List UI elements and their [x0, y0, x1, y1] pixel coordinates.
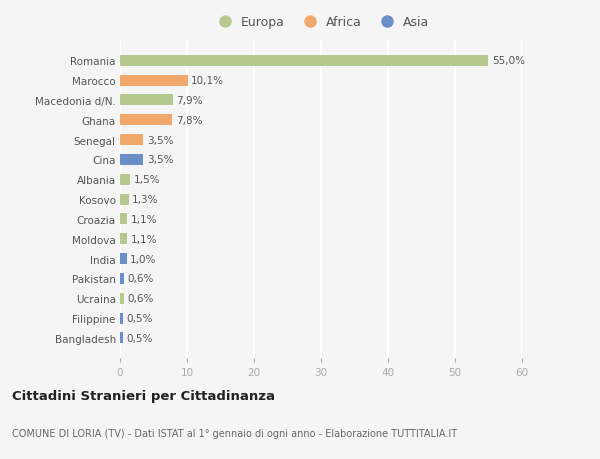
Text: 3,5%: 3,5% — [147, 155, 173, 165]
Bar — [120, 313, 124, 324]
Bar — [120, 135, 143, 146]
Text: 55,0%: 55,0% — [492, 56, 525, 66]
Text: 3,5%: 3,5% — [147, 135, 173, 146]
Text: COMUNE DI LORIA (TV) - Dati ISTAT al 1° gennaio di ogni anno - Elaborazione TUTT: COMUNE DI LORIA (TV) - Dati ISTAT al 1° … — [12, 428, 457, 438]
Text: 1,0%: 1,0% — [130, 254, 157, 264]
Text: 0,5%: 0,5% — [127, 333, 153, 343]
Bar — [120, 274, 124, 284]
Bar — [120, 253, 127, 264]
Bar — [120, 56, 488, 67]
Bar — [120, 115, 172, 126]
Bar — [120, 234, 127, 245]
Bar — [120, 95, 173, 106]
Text: 7,9%: 7,9% — [176, 96, 203, 106]
Text: 1,3%: 1,3% — [132, 195, 158, 205]
Bar — [120, 214, 127, 225]
Text: 1,1%: 1,1% — [131, 234, 157, 244]
Text: Cittadini Stranieri per Cittadinanza: Cittadini Stranieri per Cittadinanza — [12, 389, 275, 403]
Bar — [120, 155, 143, 166]
Text: 10,1%: 10,1% — [191, 76, 224, 86]
Bar — [120, 194, 129, 205]
Text: 7,8%: 7,8% — [176, 116, 202, 125]
Legend: Europa, Africa, Asia: Europa, Africa, Asia — [212, 16, 430, 29]
Text: 0,6%: 0,6% — [127, 294, 154, 303]
Text: 1,5%: 1,5% — [133, 175, 160, 185]
Bar — [120, 333, 124, 344]
Text: 0,6%: 0,6% — [127, 274, 154, 284]
Text: 1,1%: 1,1% — [131, 214, 157, 224]
Bar — [120, 174, 130, 185]
Bar — [120, 75, 188, 86]
Bar — [120, 293, 124, 304]
Text: 0,5%: 0,5% — [127, 313, 153, 324]
